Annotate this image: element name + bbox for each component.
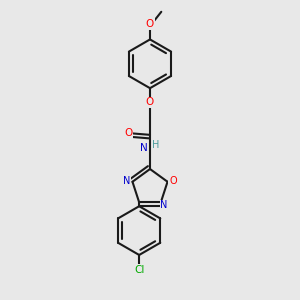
Text: H: H: [152, 140, 160, 150]
Text: O: O: [124, 128, 132, 138]
Text: N: N: [140, 142, 147, 153]
Text: N: N: [160, 200, 167, 210]
Text: Cl: Cl: [134, 265, 144, 275]
Text: O: O: [169, 176, 177, 186]
Text: N: N: [123, 176, 131, 186]
Text: O: O: [146, 97, 154, 107]
Text: O: O: [146, 19, 154, 29]
